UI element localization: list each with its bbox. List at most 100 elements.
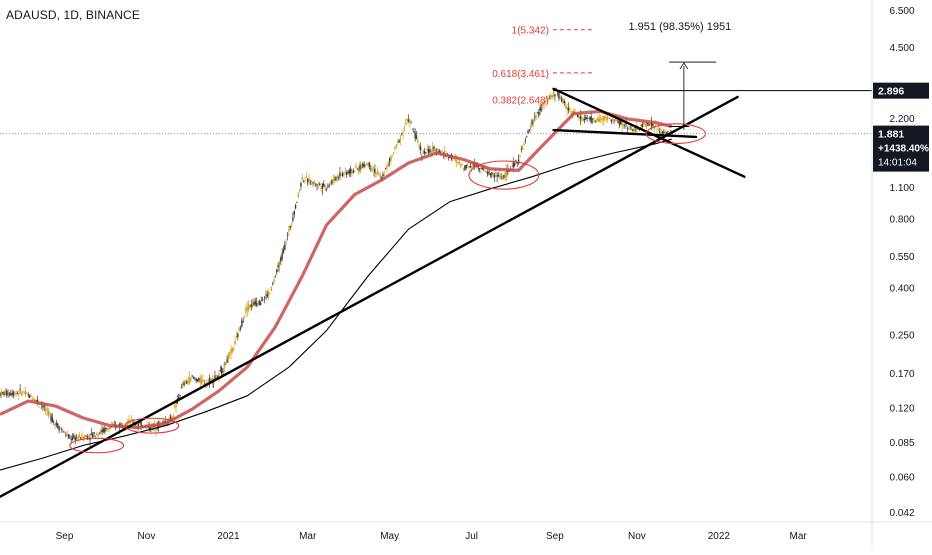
candle-body: [225, 363, 227, 365]
candle-body: [515, 159, 517, 161]
candle-body: [590, 116, 592, 123]
candle-body: [630, 127, 633, 131]
candle-body: [255, 302, 258, 306]
candle-body: [238, 328, 240, 331]
candle-body: [485, 170, 488, 173]
candle-body: [112, 423, 114, 425]
candle-body: [339, 172, 341, 177]
candle-body: [69, 437, 71, 439]
candle-body: [499, 175, 501, 177]
candle-body: [527, 130, 529, 134]
candle-body: [337, 176, 340, 178]
candle-body: [597, 117, 599, 121]
measure-arrow-head: [679, 62, 689, 70]
candle-body: [328, 185, 330, 187]
candle-body: [320, 187, 322, 189]
candle-body: [379, 175, 381, 177]
candle-body: [438, 150, 441, 153]
candle-body: [523, 144, 525, 146]
candle-body: [302, 180, 305, 182]
candle-body: [536, 112, 539, 114]
candle-body: [24, 390, 27, 395]
candle-body: [519, 155, 521, 158]
candle-body: [218, 373, 220, 377]
candle-body: [289, 225, 291, 228]
candle-body: [305, 176, 308, 178]
candle-body: [548, 95, 551, 97]
candle-body: [394, 146, 396, 149]
candle-body: [179, 395, 181, 397]
candle-body: [625, 123, 627, 125]
candle-body: [470, 166, 473, 168]
candle-body: [661, 131, 664, 135]
candle-body: [401, 133, 403, 135]
candle-body: [654, 125, 657, 126]
candle-body: [22, 390, 24, 392]
candle-body: [524, 139, 527, 141]
candle-body: [36, 399, 39, 402]
candle-body: [268, 292, 270, 296]
y-tick-label: 0.800: [889, 215, 914, 226]
candle-body: [397, 141, 399, 143]
candle-body: [183, 382, 185, 386]
candle-body: [383, 174, 385, 176]
candle-body: [629, 126, 631, 128]
candle-body: [106, 427, 109, 430]
x-tick-label: May: [380, 531, 399, 542]
candle-body: [129, 422, 132, 424]
candle-body: [520, 148, 523, 150]
candle-body: [426, 149, 428, 151]
y-tick-label: 6.500: [889, 6, 914, 17]
y-tick-label: 0.060: [889, 473, 914, 484]
candle-body: [528, 129, 531, 131]
symbol-title: ADAUSD, 1D, BINANCE: [6, 8, 140, 22]
candle-body: [286, 234, 289, 236]
x-tick-label: Nov: [628, 531, 646, 542]
candle-body: [249, 305, 251, 307]
candle-body: [97, 433, 99, 437]
candle-body: [30, 395, 32, 397]
candle-body: [93, 432, 95, 435]
trendline: [552, 87, 746, 178]
candle-body: [67, 434, 70, 438]
candle-body: [540, 108, 543, 110]
candle-body: [253, 302, 255, 306]
candle-body: [587, 117, 590, 119]
candle-body: [102, 429, 105, 432]
candle-body: [375, 172, 377, 174]
candle-body: [226, 359, 228, 363]
candle-body: [194, 377, 196, 379]
candle-body: [433, 146, 435, 149]
candle-body: [392, 152, 395, 155]
candle-body: [534, 116, 536, 118]
candle-body: [211, 377, 213, 382]
candle-body: [501, 176, 504, 180]
candle-body: [74, 437, 76, 441]
candle-body: [59, 428, 62, 430]
candle-body: [151, 425, 153, 430]
candle-body: [263, 297, 266, 299]
candle-body: [547, 98, 549, 100]
candle-body: [288, 228, 290, 232]
candle-body: [7, 394, 9, 396]
candle-body: [566, 107, 568, 110]
candle-body: [148, 426, 150, 430]
candle-body: [642, 123, 645, 125]
candle-body: [306, 178, 309, 183]
candle-body: [187, 381, 189, 382]
x-tick-label: Mar: [789, 531, 807, 542]
candle-body: [646, 123, 649, 125]
candle-body: [168, 418, 170, 420]
candle-body: [191, 375, 193, 377]
candle-body: [581, 117, 583, 120]
candle-body: [188, 377, 191, 384]
candle-body: [265, 294, 267, 296]
candle-body: [495, 172, 497, 174]
candle-body: [640, 124, 642, 127]
candle-body: [409, 119, 411, 122]
candle-body: [233, 348, 235, 350]
highlight-ellipse: [124, 417, 180, 434]
candle-body: [49, 413, 51, 415]
candle-body: [173, 407, 176, 409]
candle-body: [469, 165, 471, 168]
